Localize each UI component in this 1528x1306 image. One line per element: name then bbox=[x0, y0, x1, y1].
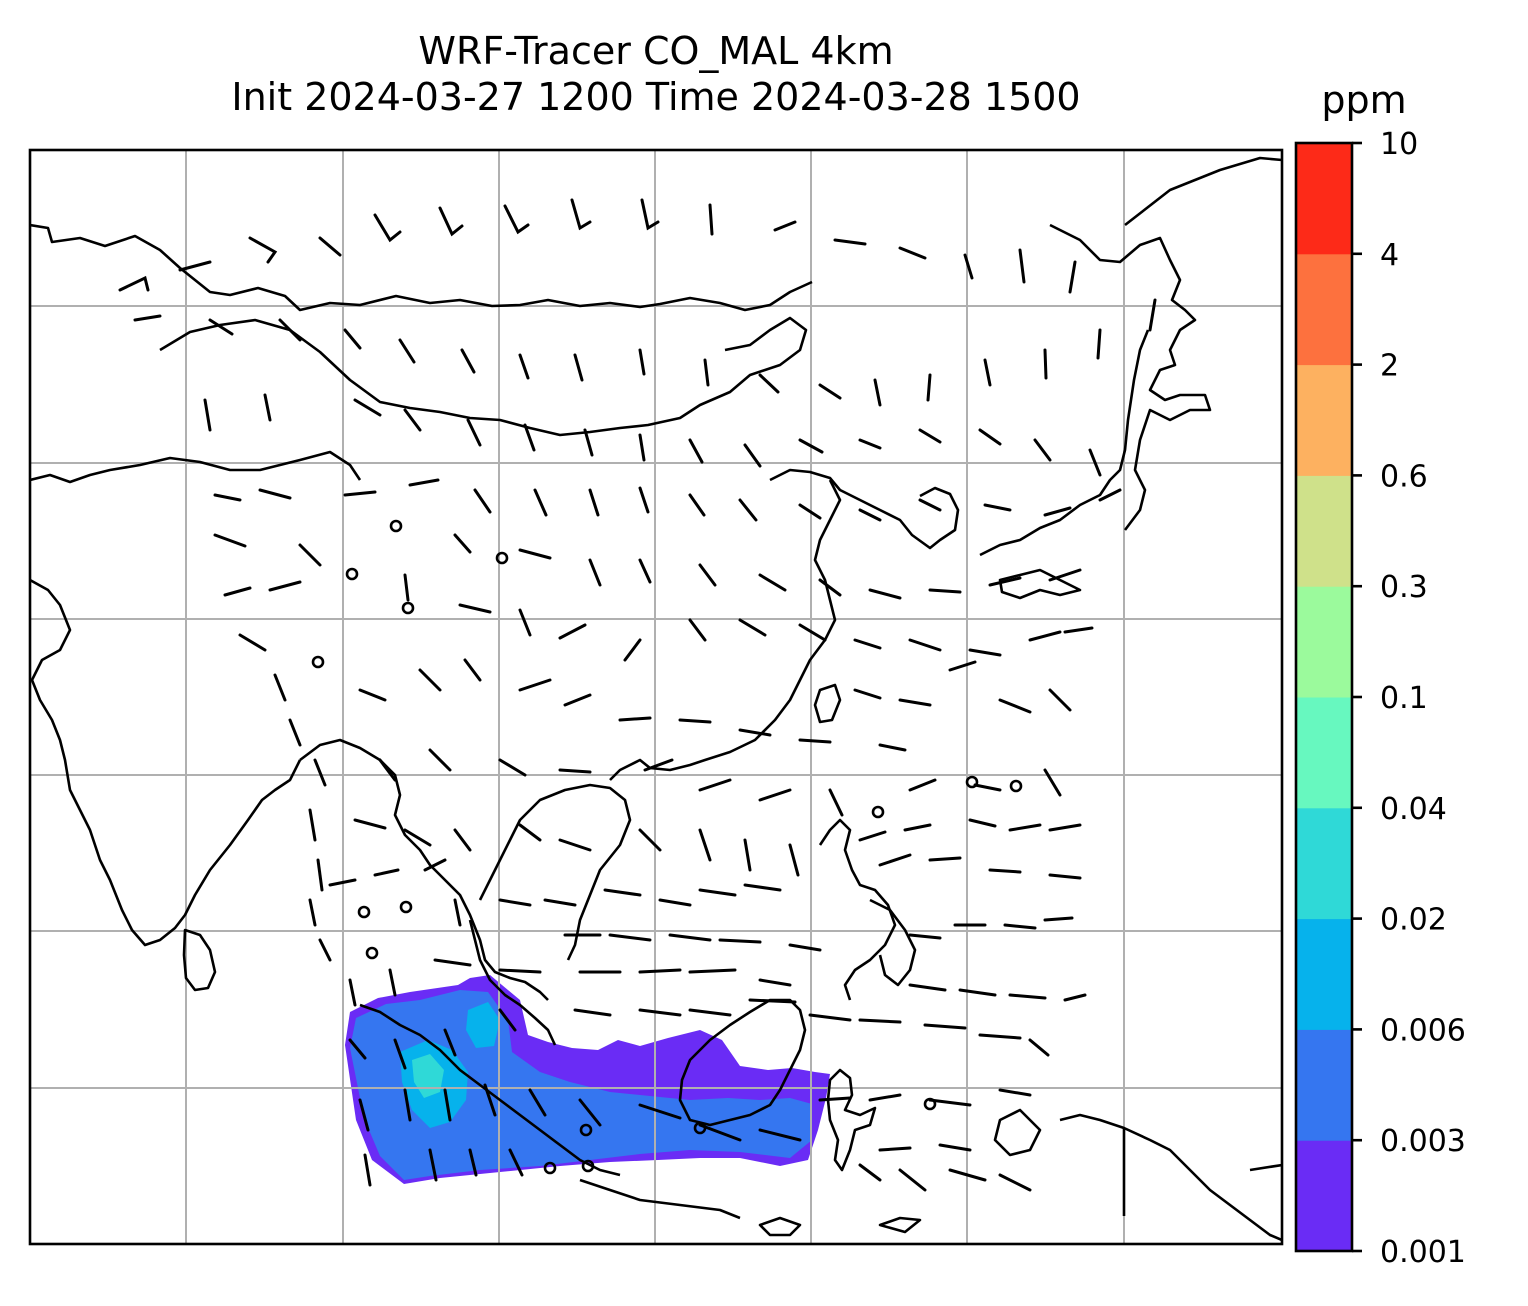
korea-coast bbox=[769, 468, 960, 550]
title-line-2: Init 2024-03-27 1200 Time 2024-03-28 150… bbox=[231, 75, 1081, 119]
borneo bbox=[678, 998, 807, 1127]
colorbar-tick-label: 0.04 bbox=[1380, 792, 1447, 827]
colorbar-cell bbox=[1296, 807, 1352, 920]
colorbar-tick-label: 2 bbox=[1380, 349, 1399, 384]
indochina-coast bbox=[299, 738, 549, 1001]
sumatra bbox=[359, 1003, 621, 1177]
colorbar-tick-label: 0.1 bbox=[1380, 681, 1428, 716]
colorbar-tick-label: 0.6 bbox=[1380, 459, 1428, 494]
colorbar-cell bbox=[1296, 364, 1352, 476]
north-border-coast bbox=[30, 223, 813, 312]
mongolia-china-border bbox=[159, 316, 808, 437]
calm-markers bbox=[311, 519, 1023, 1175]
colorbar-tick-label: 0.02 bbox=[1380, 903, 1447, 938]
colorbar-cell bbox=[1296, 586, 1352, 698]
india-west-coast bbox=[30, 578, 302, 947]
map-title: WRF-Tracer CO_MAL 4km Init 2024-03-27 12… bbox=[30, 28, 1282, 120]
sulawesi bbox=[826, 1068, 877, 1172]
colorbar-cell bbox=[1296, 1140, 1352, 1252]
india-china-border bbox=[30, 450, 362, 484]
philippines bbox=[818, 818, 897, 1001]
new-guinea bbox=[1059, 1113, 1282, 1242]
colorbar-tick-label: 10 bbox=[1380, 127, 1418, 162]
colorbar-cell bbox=[1296, 1029, 1352, 1141]
wind-barbs bbox=[118, 198, 1157, 1192]
malay-peninsula bbox=[468, 919, 557, 1046]
coastlines bbox=[30, 156, 1282, 1242]
colorbar-unit-label: ppm bbox=[1321, 78, 1407, 122]
colorbar-cell bbox=[1296, 918, 1352, 1030]
title-line-1: WRF-Tracer CO_MAL 4km bbox=[418, 29, 894, 73]
colorbar-cell bbox=[1296, 143, 1352, 255]
colorbar-tick-label: 0.3 bbox=[1380, 570, 1428, 605]
colorbar-tick-label: 4 bbox=[1380, 238, 1399, 273]
colorbar-cell bbox=[1296, 697, 1352, 809]
china-east-coast bbox=[609, 479, 842, 781]
colorbar-cells bbox=[1296, 143, 1352, 1252]
gridlines bbox=[30, 150, 1282, 1244]
colorbar: 0.001 0.003 0.006 0.02 0.04 0.1 0.3 0.6 2 4 10 bbox=[1294, 127, 1466, 1270]
colorbar-tick-label: 0.006 bbox=[1380, 1013, 1466, 1048]
colorbar-ticks: 0.001 0.003 0.006 0.02 0.04 0.1 0.3 0.6 2 4 10 bbox=[1352, 127, 1466, 1270]
japan-honshu bbox=[979, 329, 1150, 557]
colorbar-tick-label: 0.001 bbox=[1380, 1235, 1466, 1270]
colorbar-tick-label: 0.003 bbox=[1380, 1124, 1466, 1159]
colorbar-cell bbox=[1296, 475, 1352, 587]
sri-lanka bbox=[182, 928, 217, 992]
colorbar-cell bbox=[1296, 253, 1352, 366]
map-area bbox=[30, 150, 1282, 1244]
java bbox=[579, 1178, 741, 1220]
russia-northeast-coast bbox=[1124, 156, 1282, 227]
map-frame bbox=[28, 148, 1284, 1246]
taiwan bbox=[813, 683, 842, 724]
